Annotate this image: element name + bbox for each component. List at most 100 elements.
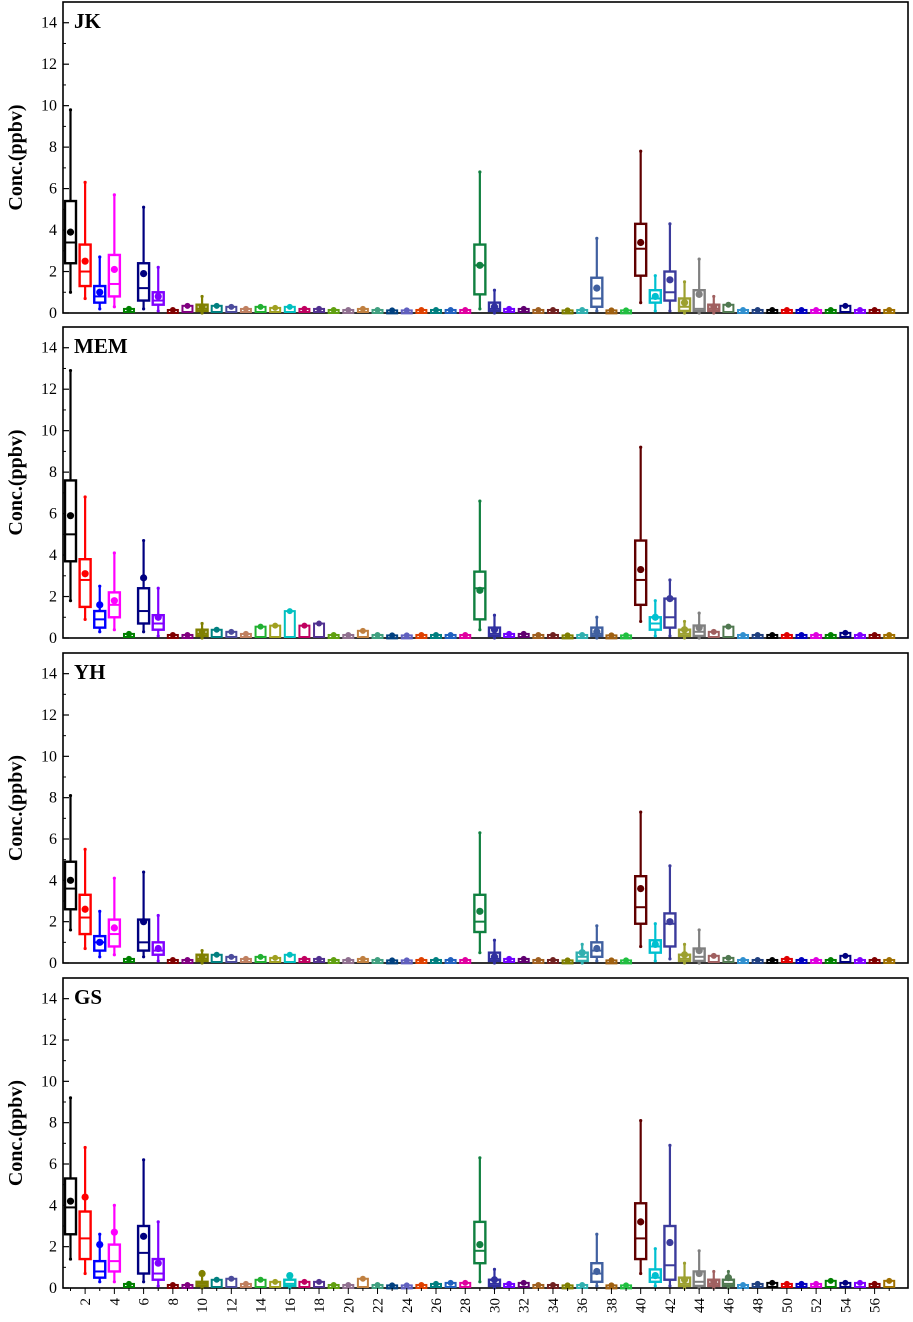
mean-point-17 (301, 955, 308, 962)
whisker-cap-upper-4 (112, 193, 116, 197)
mean-point-42 (666, 276, 674, 284)
whisker-cap-upper-44 (697, 611, 701, 615)
mean-point-2 (81, 1193, 89, 1201)
panel-yh-ytick-label: 6 (49, 831, 57, 848)
mean-point-54 (842, 1279, 849, 1286)
mean-point-8 (169, 956, 176, 963)
mean-point-10 (198, 1269, 206, 1278)
mean-point-15 (272, 304, 279, 311)
mean-point-20 (345, 1281, 352, 1288)
mean-point-3 (96, 288, 104, 296)
whisker-cap-lower-40 (639, 1271, 643, 1276)
mean-point-29 (476, 586, 484, 594)
mean-point-14 (257, 303, 264, 310)
xtick-label: 36 (575, 1298, 591, 1314)
whisker-cap-lower-29 (478, 951, 482, 955)
box-6 (136, 262, 151, 302)
whisker-cap-upper-40 (639, 149, 643, 153)
whisker-cap-upper-40 (639, 1119, 643, 1123)
mean-point-12 (228, 953, 235, 960)
mean-point-21 (359, 627, 366, 634)
mean-point-16 (286, 608, 293, 615)
whisker-cap-upper-4 (112, 1203, 116, 1207)
mean-point-42 (666, 595, 674, 603)
mean-point-48 (754, 306, 761, 313)
whisker-cap-upper-29 (478, 1156, 482, 1160)
mean-point-40 (637, 885, 645, 893)
mean-point-23 (389, 957, 396, 964)
mean-point-4 (110, 924, 118, 932)
mean-point-47 (740, 1281, 747, 1288)
mean-point-52 (813, 306, 820, 313)
whisker-cap-upper-42 (668, 864, 672, 868)
whisker-cap-upper-7 (156, 913, 160, 918)
xtick-label: 2 (78, 1298, 94, 1306)
mean-point-18 (316, 955, 323, 962)
mean-point-23 (389, 632, 396, 639)
panel-yh-ytick-label: 10 (41, 748, 57, 765)
mean-point-12 (228, 1275, 235, 1282)
whisker-cap-upper-6 (142, 205, 146, 209)
mean-point-5 (125, 630, 132, 637)
whisker-cap-upper-44 (697, 928, 701, 932)
mean-point-45 (710, 1278, 718, 1286)
mean-point-2 (81, 905, 89, 913)
whisker-cap-lower-1 (68, 599, 73, 603)
whisker-cap-lower-2 (83, 946, 87, 951)
mean-point-8 (169, 631, 176, 638)
mean-point-57 (886, 306, 893, 313)
xtick-label: 10 (195, 1298, 211, 1313)
whisker-cap-upper-45 (712, 294, 716, 299)
whisker-cap-upper-7 (156, 265, 160, 269)
box-29 (473, 243, 487, 296)
whisker-cap-upper-41 (653, 599, 657, 603)
mean-point-16 (286, 303, 293, 310)
mean-point-47 (740, 631, 747, 638)
mean-point-16 (286, 951, 293, 958)
whisker-cap-upper-2 (83, 1145, 87, 1150)
box-7 (151, 1257, 165, 1281)
mean-point-52 (813, 1280, 820, 1287)
panel-yh-ytick-label: 2 (49, 914, 57, 931)
mean-point-11 (213, 626, 220, 633)
whisker-cap-upper-6 (142, 1158, 146, 1162)
panel-jk-ytick-label: 12 (41, 56, 57, 73)
xtick-label: 22 (371, 1298, 387, 1313)
mean-point-20 (345, 306, 352, 313)
mean-point-7 (154, 1259, 162, 1267)
whisker-cap-upper-3 (98, 909, 102, 913)
mean-point-36 (579, 631, 586, 638)
xtick-label: 32 (517, 1298, 533, 1313)
mean-point-27 (447, 631, 454, 638)
box-4 (107, 918, 122, 948)
mean-point-55 (856, 1279, 863, 1286)
mean-point-24 (403, 632, 410, 639)
mean-point-38 (608, 307, 615, 314)
mean-point-34 (549, 631, 556, 638)
mean-point-51 (798, 306, 805, 313)
mean-point-31 (506, 305, 513, 312)
whisker-cap-lower-6 (142, 955, 146, 959)
mean-point-11 (213, 302, 220, 309)
whisker-cap-upper-3 (98, 255, 102, 259)
mean-point-15 (272, 1278, 279, 1285)
mean-point-54 (842, 629, 849, 636)
mean-point-39 (623, 632, 630, 639)
xtick-label: 6 (137, 1298, 153, 1306)
panel-gs-ylabel: Conc.(ppbv) (5, 1080, 27, 1186)
box-40 (633, 875, 648, 925)
mean-point-34 (549, 306, 556, 313)
panel-yh-ylabel: Conc.(ppbv) (5, 755, 27, 861)
mean-point-7 (154, 613, 162, 621)
mean-point-6 (140, 574, 148, 582)
mean-point-57 (886, 631, 893, 638)
mean-point-18 (316, 1278, 323, 1285)
panel-gs-ytick-label: 2 (49, 1239, 57, 1256)
box-1 (63, 479, 78, 563)
mean-point-28 (462, 306, 469, 313)
panel-yh-ytick-label: 12 (41, 707, 57, 724)
whisker-cap-upper-43 (682, 1261, 687, 1265)
whisker-cap-upper-2 (83, 847, 87, 851)
mean-point-25 (418, 306, 425, 313)
mean-point-1 (66, 512, 75, 520)
